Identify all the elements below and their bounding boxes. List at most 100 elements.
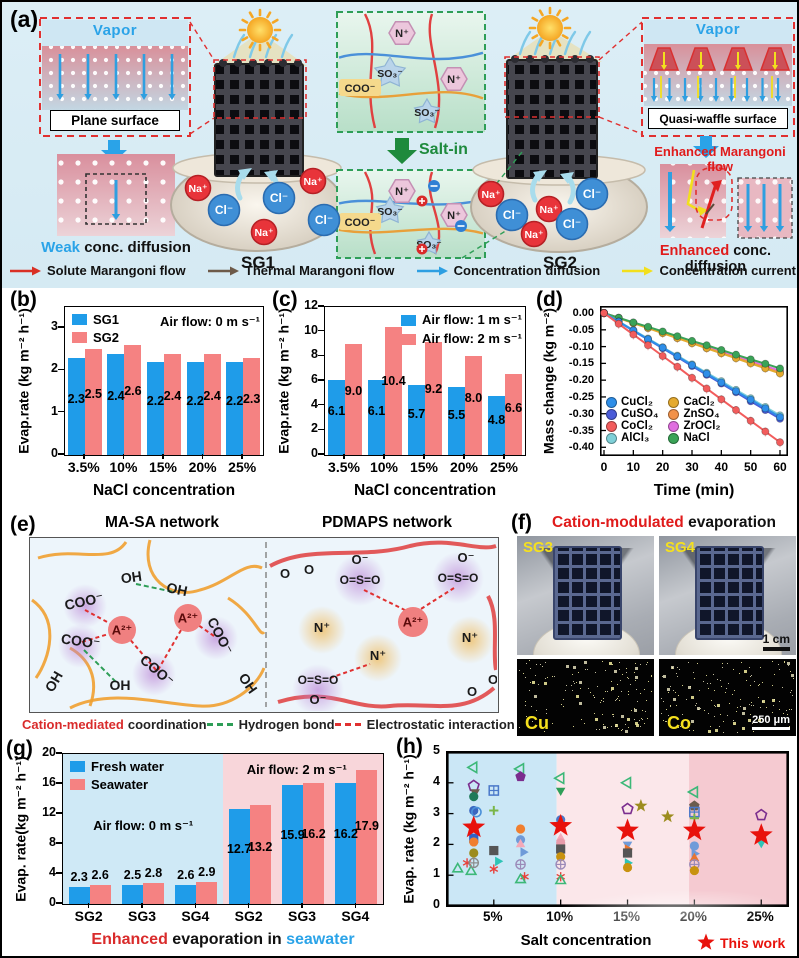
n-plus-hexagon — [440, 66, 468, 92]
bar-value-label: 2.2 — [186, 393, 204, 408]
cl-ion — [207, 193, 241, 227]
down-arrowhead — [759, 96, 766, 102]
coo-box — [339, 79, 381, 96]
marker-tri-up — [689, 852, 700, 861]
chart-legend: SG1 SG2 — [72, 312, 119, 345]
sun-ray — [556, 9, 562, 17]
marker-circle — [622, 862, 633, 873]
bar-Air flow: 1 m s⁻¹ — [368, 379, 385, 455]
data-point-NaCl — [688, 336, 697, 345]
down-arrowhead — [712, 96, 720, 102]
purple-blob — [194, 616, 238, 660]
legend-entry: NaCl — [668, 432, 720, 444]
big-down-arrow — [108, 140, 120, 150]
bar-SG1 — [186, 361, 204, 455]
legend-entry-label: CuCl₂ — [621, 396, 653, 408]
bar-Air flow: 1 m s⁻¹ — [448, 387, 465, 455]
sun-ray — [241, 18, 249, 24]
marker-pentagon-open — [755, 808, 768, 821]
data-point-CoCl₂ — [673, 362, 682, 371]
cation-modulated-word: Cation-modulated — [552, 514, 684, 531]
x-tick-label: 10% — [109, 459, 138, 475]
y-tick-mark — [56, 842, 62, 844]
hydrogen-bond — [83, 649, 119, 685]
legend-marker-icon — [606, 420, 617, 432]
y-tick-mark — [318, 305, 324, 307]
current-path — [686, 169, 703, 214]
panel-d-plot-area — [600, 306, 788, 456]
marker-star — [661, 809, 675, 823]
legend-concentration-diffusion: Concentration diffusion — [415, 263, 600, 278]
vapor-wisp — [232, 33, 246, 59]
enhanced-diffusion-caption: Enhanced conc. diffusion — [630, 243, 797, 275]
y-tick-label: 16 — [42, 775, 56, 789]
polymer-chain-red — [428, 13, 441, 129]
ion-label: Cl⁻ — [563, 217, 581, 231]
caption-part: seawater — [286, 931, 355, 948]
sun-icon — [537, 15, 563, 41]
y-tick-label: 12 — [304, 298, 318, 312]
legend-entry: SG2 — [72, 330, 119, 345]
sg2-caption: SG2 — [542, 253, 578, 272]
bar-value-label: 16.2 — [333, 826, 358, 841]
pdmaps-chain — [486, 595, 498, 671]
cu-tag: Cu — [525, 713, 549, 733]
polymer-chain-orange — [338, 227, 484, 235]
y-tick-label: -0.05 — [568, 323, 594, 336]
bar-Air flow: 2 m s⁻¹ — [505, 373, 522, 455]
bar-SG2 — [203, 353, 221, 455]
legend-entry: CaCl₂ — [668, 396, 720, 408]
x-tick-mark — [201, 454, 204, 459]
sg2-tower — [506, 59, 598, 179]
sg4-lattice-tower — [694, 545, 765, 640]
down-arrowhead — [112, 94, 120, 100]
y-tick-mark — [318, 329, 324, 332]
y-tick-label: 8 — [311, 347, 318, 362]
weak-rest: conc. diffusion — [80, 239, 191, 256]
data-point-NaCl — [658, 327, 667, 336]
down-arrowhead — [84, 94, 92, 100]
na-ion — [184, 174, 212, 202]
y-tick-label: 3 — [433, 804, 440, 819]
down-arrowhead — [697, 96, 704, 102]
red-dashed-box — [39, 17, 191, 137]
data-point-CuCl₂ — [688, 361, 697, 370]
marker-tri-up-open — [464, 864, 478, 876]
cu-speckles — [517, 659, 518, 660]
legend-entry: CoCl₂ — [606, 420, 658, 432]
x-tick-label: SG4 — [341, 908, 370, 924]
y-tick-mark — [318, 428, 324, 431]
y-tick-mark — [56, 872, 62, 874]
panel-a-flow-legend: Solute Marangoni flow Thermal Marangoni … — [8, 263, 796, 278]
coordination-word: coordination — [127, 717, 207, 732]
x-tick-label: SG4 — [181, 908, 210, 924]
bar-value-label: 10.4 — [381, 373, 406, 388]
dot-pattern — [644, 70, 792, 106]
dashed-inner-box — [85, 173, 147, 225]
n-plus-label: N⁺ — [395, 28, 409, 40]
legend-label: Solute Marangoni flow — [47, 263, 186, 278]
red-dashed-box — [641, 17, 795, 137]
y-tick-label: -0.30 — [568, 407, 594, 420]
chem-label: N⁺ — [462, 630, 478, 645]
legend-swatch — [400, 314, 416, 326]
amber-blob — [354, 634, 402, 682]
data-point-NaCl — [731, 350, 740, 359]
panel-f-label: (f) — [511, 511, 532, 534]
x-tick-mark — [423, 454, 425, 459]
sun-ray — [531, 34, 539, 40]
sun-ray — [241, 36, 249, 42]
sg4-tag: SG4 — [665, 539, 696, 556]
n-plus-label: N⁺ — [395, 186, 409, 198]
y-tick-label: 2 — [311, 421, 318, 436]
vapor-label-right: Vapor — [695, 21, 741, 38]
sun-ray — [561, 34, 569, 40]
bar-Seawater — [89, 884, 111, 904]
this-work-star — [683, 818, 706, 841]
x-tick-label: 10 — [626, 460, 640, 474]
this-work-label: This work — [720, 934, 786, 951]
so3-label: SO₃⁻ — [377, 68, 403, 80]
chem-label: N⁺ — [314, 620, 330, 635]
legend-swatch — [70, 779, 85, 790]
legend-entry-label: Air flow: 2 m s⁻¹ — [421, 331, 522, 346]
